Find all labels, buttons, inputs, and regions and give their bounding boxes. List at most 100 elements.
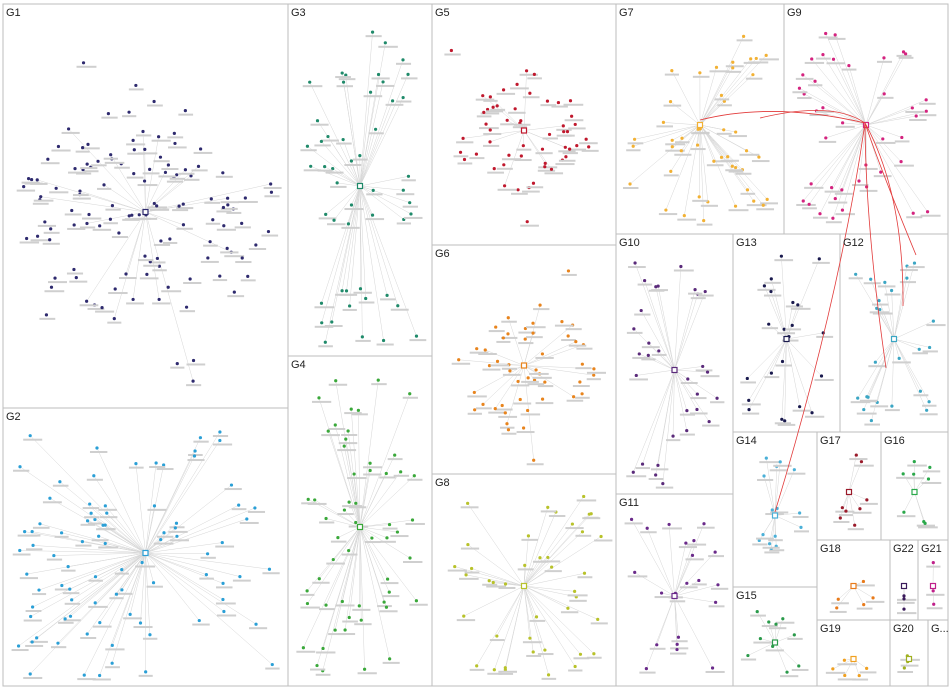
vertex-label <box>127 152 145 155</box>
vertex <box>890 288 894 293</box>
vertex <box>46 157 50 161</box>
vertex-label <box>544 570 562 573</box>
vertex-label <box>168 530 188 533</box>
vertex-label <box>328 427 346 430</box>
vertex <box>301 646 305 650</box>
nodes <box>11 30 946 681</box>
edge <box>799 88 867 126</box>
vertex <box>582 571 587 575</box>
vertex-label <box>64 602 81 605</box>
vertex <box>840 208 845 212</box>
vertex-label <box>220 207 238 210</box>
vertex-label <box>576 347 593 350</box>
vertex <box>519 154 523 158</box>
vertex-label <box>567 594 588 597</box>
vertex-label <box>693 131 710 134</box>
vertex-label <box>152 302 171 305</box>
edge <box>674 369 687 431</box>
group-label: G2 <box>6 411 21 423</box>
vertex <box>545 99 550 103</box>
vertex-label <box>757 288 776 291</box>
vertex <box>348 304 352 308</box>
vertex <box>654 285 658 289</box>
vertex-label <box>907 266 925 269</box>
edge <box>89 503 146 554</box>
vertex-label <box>706 164 724 167</box>
vertex-label <box>542 137 558 140</box>
vertex <box>875 306 879 310</box>
vertex-label <box>137 152 158 155</box>
vertex-label <box>319 521 335 524</box>
edge <box>145 462 157 554</box>
vertex-label <box>376 84 395 87</box>
vertex-label <box>92 228 112 231</box>
edge <box>331 185 361 323</box>
vertex-label <box>663 104 682 107</box>
vertex-label <box>76 65 97 68</box>
vertex-label <box>460 547 480 550</box>
vertex-label <box>172 209 189 212</box>
vertex <box>344 289 349 293</box>
group-box-17 <box>816 431 882 541</box>
vertex-label <box>751 160 770 163</box>
vertex <box>831 57 836 61</box>
vertex-label <box>108 292 128 295</box>
vertex-label <box>575 367 592 370</box>
edge <box>90 513 146 554</box>
group-label: G10 <box>619 237 640 249</box>
vertex-label <box>896 54 912 57</box>
vertex <box>807 202 811 206</box>
edge <box>68 128 146 213</box>
edges <box>18 32 934 676</box>
cross-edge <box>699 111 866 124</box>
vertex-label <box>167 136 184 139</box>
vertex-label <box>371 383 387 386</box>
vertex-label <box>335 76 351 79</box>
vertex-label <box>187 459 205 462</box>
vertex <box>707 419 711 424</box>
edge <box>359 185 363 337</box>
vertex-label <box>785 328 802 331</box>
vertex <box>831 216 835 220</box>
vertex <box>534 615 539 619</box>
vertex <box>628 182 632 186</box>
vertex-label <box>791 668 809 671</box>
vertex <box>573 589 577 593</box>
vertex <box>23 530 27 534</box>
vertex-label <box>926 593 945 596</box>
vertex-label <box>649 647 666 650</box>
vertex <box>570 522 574 526</box>
edge <box>672 124 701 141</box>
vertex-label <box>107 321 122 324</box>
vertex-label <box>247 510 266 513</box>
vertex <box>685 428 689 433</box>
vertex-label <box>338 633 356 636</box>
vertex-label <box>326 562 345 565</box>
edge <box>359 185 412 215</box>
vertex-label <box>23 619 42 622</box>
vertex-label <box>877 285 896 288</box>
vertex-label <box>761 625 778 628</box>
vertex-label <box>641 346 660 349</box>
vertex <box>695 143 700 147</box>
vertex <box>168 237 172 241</box>
edge <box>359 185 384 341</box>
vertex-label <box>906 477 925 480</box>
vertex <box>148 633 152 637</box>
vertex <box>120 568 124 572</box>
vertex-label <box>153 542 174 545</box>
edge <box>359 100 393 187</box>
vertex <box>899 160 903 164</box>
vertex-label <box>725 169 743 172</box>
edge <box>865 107 913 126</box>
vertex <box>475 664 479 668</box>
vertex <box>30 177 34 182</box>
vertex <box>105 511 109 515</box>
vertex-label <box>43 231 60 234</box>
edge <box>337 526 361 538</box>
edge <box>523 531 583 587</box>
edge <box>359 393 410 528</box>
hub-vertex <box>671 592 678 600</box>
edge <box>61 552 146 586</box>
